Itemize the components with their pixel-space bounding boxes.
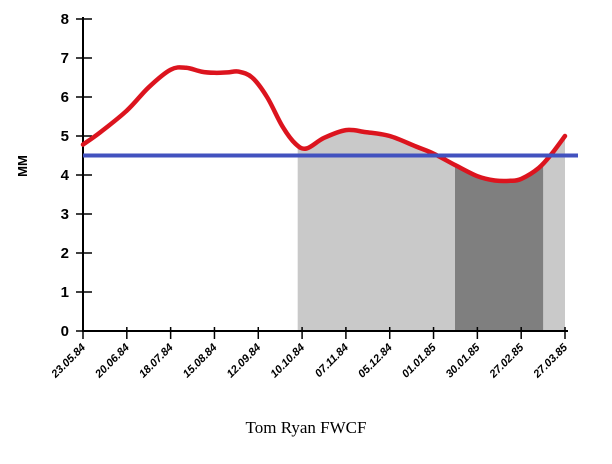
x-tick-label: 07.11.84: [313, 342, 351, 380]
x-tick-label: 05.12.84: [356, 342, 395, 381]
y-tick-label: 7: [61, 50, 69, 67]
y-tick-label: 6: [61, 89, 69, 106]
y-tick-label: 8: [61, 11, 69, 28]
x-tick-label: 18.07.84: [137, 342, 176, 381]
x-tick-label: 20.06.84: [92, 342, 131, 381]
x-tick-label: 27.02.85: [487, 341, 527, 381]
x-tick-label: 30.01.85: [444, 341, 483, 380]
chart-caption: Tom Ryan FWCF: [245, 418, 367, 437]
x-tick-label: 23.05.84: [49, 342, 88, 381]
y-axis-title: MM: [15, 155, 30, 177]
y-tick-label: 2: [61, 245, 69, 262]
y-tick-label: 5: [61, 128, 69, 145]
x-tick-label: 01.01.85: [400, 341, 439, 380]
data-series-curve: [80, 65, 568, 184]
x-tick-label: 27.03.85: [531, 341, 571, 381]
x-tick-label: 10.10.84: [268, 342, 307, 381]
y-tick-label: 0: [61, 323, 69, 340]
x-tick-label: 12.09.84: [225, 342, 264, 381]
y-tick-label: 3: [61, 206, 69, 223]
dark-shaded-area: [453, 163, 544, 331]
y-tick-label: 1: [61, 284, 69, 301]
x-tick-label: 15.08.84: [181, 342, 220, 381]
y-tick-label: 4: [61, 167, 70, 184]
